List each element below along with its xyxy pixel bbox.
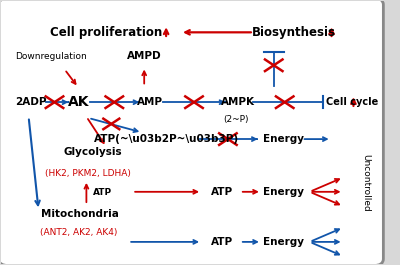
- Text: Glycolysis: Glycolysis: [63, 147, 122, 157]
- Text: Uncontrolled: Uncontrolled: [361, 154, 370, 211]
- Text: Energy: Energy: [263, 187, 304, 197]
- Text: AK: AK: [68, 95, 89, 109]
- Text: Biosynthesis: Biosynthesis: [252, 26, 336, 39]
- Text: Energy: Energy: [263, 134, 304, 144]
- Text: ATP: ATP: [211, 187, 233, 197]
- Text: Cell proliferation: Cell proliferation: [50, 26, 162, 39]
- Text: ATP: ATP: [211, 237, 233, 247]
- Text: AMPK: AMPK: [221, 97, 255, 107]
- Text: ATP(~\u03b2P~\u03b3P): ATP(~\u03b2P~\u03b3P): [94, 134, 239, 144]
- Text: 2ADP: 2ADP: [15, 97, 46, 107]
- FancyBboxPatch shape: [0, 0, 383, 265]
- Text: ATP: ATP: [93, 188, 112, 197]
- Text: (2~P): (2~P): [223, 115, 249, 124]
- Text: AMP: AMP: [137, 97, 163, 107]
- Text: (ANT2, AK2, AK4): (ANT2, AK2, AK4): [40, 228, 117, 237]
- Text: Mitochondria: Mitochondria: [42, 209, 119, 219]
- Text: Downregulation: Downregulation: [15, 52, 86, 61]
- Text: (HK2, PKM2, LDHA): (HK2, PKM2, LDHA): [46, 169, 131, 178]
- Text: Cell cycle: Cell cycle: [326, 97, 378, 107]
- Text: AMPD: AMPD: [127, 51, 162, 61]
- Text: Energy: Energy: [263, 237, 304, 247]
